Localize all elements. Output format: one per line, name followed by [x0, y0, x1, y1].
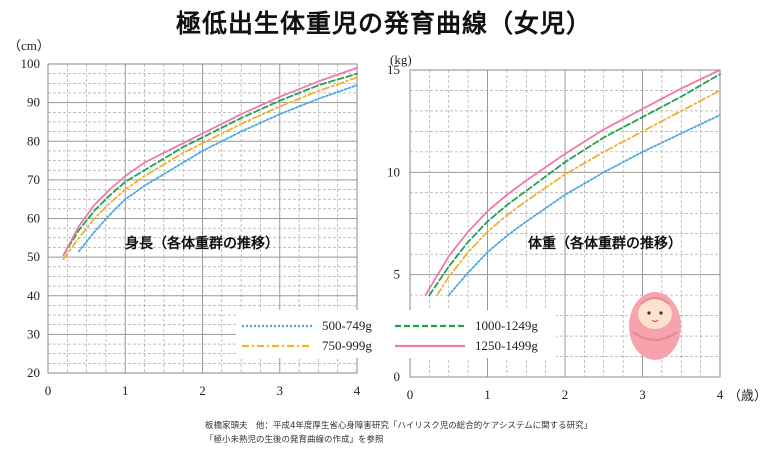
weight-y-tick-label: 10	[387, 164, 400, 179]
legend-label-500-749g: 500-749g	[322, 318, 372, 333]
weight-plot-frame	[409, 69, 721, 378]
height-series-1250-1499g	[62, 67, 358, 257]
baby-hair	[640, 297, 670, 305]
baby-eye-left	[647, 311, 651, 315]
height-series-500-749g	[78, 84, 358, 253]
weight-x-tick-label: 1	[484, 387, 491, 402]
weight-y-tick-label: 15	[387, 62, 400, 77]
height-y-tick-label: 50	[27, 249, 40, 264]
height-y-tick-label: 40	[27, 288, 40, 303]
height-plot-frame	[47, 63, 358, 374]
weight-y-tick-label: 5	[394, 267, 401, 282]
height-x-tick-label: 2	[199, 383, 206, 398]
height-x-tick-label: 0	[45, 383, 52, 398]
legend-label-750-999g: 750-999g	[322, 338, 372, 353]
weight-x-tick-label: 4	[717, 387, 724, 402]
weight-x-axis-label: （歳）	[728, 388, 767, 403]
weight-x-tick-label: 2	[562, 387, 569, 402]
baby-eye-right	[659, 311, 663, 315]
height-y-tick-label: 100	[21, 56, 41, 71]
height-y-tick-label: 90	[27, 95, 40, 110]
credit-line-2: 「極小未熟児の生後の発育曲線の作成」を参照	[205, 435, 384, 445]
height-x-tick-label: 3	[277, 383, 284, 398]
legend-label-1000-1249g: 1000-1249g	[475, 318, 538, 333]
weight-chart-annotation: 体重（各体重群の推移）	[528, 235, 682, 252]
height-y-tick-label: 20	[27, 365, 40, 380]
baby-illustration	[629, 292, 681, 360]
weight-x-tick-label: 0	[407, 387, 414, 402]
legend: 500-749g 750-999g 1000-1249g 1250-1499g	[236, 310, 556, 358]
height-y-tick-label: 70	[27, 172, 40, 187]
legend-label-1250-1499g: 1250-1499g	[475, 338, 538, 353]
weight-y-tick-label: 0	[394, 369, 401, 384]
height-y-tick-label: 30	[27, 326, 40, 341]
weight-series-750-999g	[436, 89, 721, 297]
height-y-tick-label: 60	[27, 211, 40, 226]
credit-line-1: 板橋家頭夫 他：平成4年度厚生省心身障害研究「ハイリスク児の総合的ケアシステムに…	[205, 421, 593, 431]
baby-mouth	[651, 319, 659, 323]
height-unit-label: （cm）	[8, 38, 50, 53]
height-series-1000-1249g	[62, 72, 358, 257]
height-chart-annotation: 身長（各体重群の推移）	[125, 235, 279, 252]
height-y-tick-label: 80	[27, 133, 40, 148]
height-series-750-999g	[62, 76, 358, 261]
page-title: 極低出生体重児の発育曲線（女児）	[175, 9, 592, 38]
weight-unit-label: (kg)	[390, 52, 412, 67]
weight-x-tick-label: 3	[639, 387, 646, 402]
weight-series-500-749g	[447, 114, 721, 297]
legend-box	[236, 310, 556, 358]
baby-face	[638, 299, 672, 329]
baby-blanket-fold	[632, 331, 678, 341]
weight-series-1250-1499g	[424, 69, 721, 297]
height-x-tick-label: 1	[122, 383, 129, 398]
weight-series-1000-1249g	[428, 73, 721, 297]
height-x-tick-label: 4	[354, 383, 361, 398]
